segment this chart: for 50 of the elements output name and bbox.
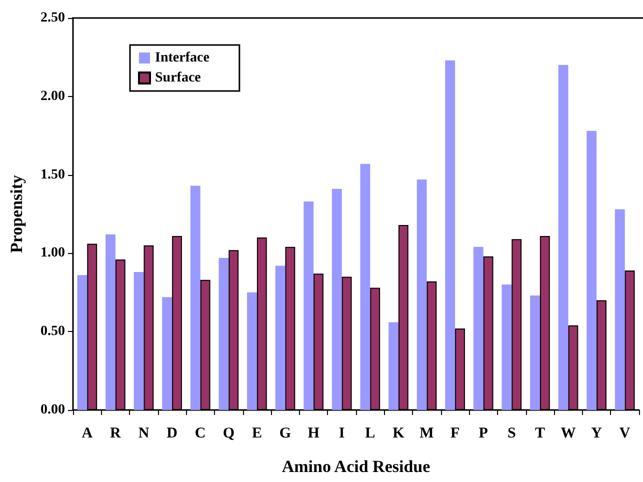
bar xyxy=(332,188,342,410)
bar xyxy=(162,297,172,410)
bar xyxy=(416,180,427,410)
bar xyxy=(77,275,88,410)
x-tick-label: I xyxy=(338,426,345,442)
y-tick-label: 2.50 xyxy=(40,10,65,26)
x-tick-label: T xyxy=(534,426,545,442)
y-tick-label: 0.00 xyxy=(40,402,65,418)
bar xyxy=(586,130,597,410)
bar xyxy=(247,292,257,410)
y-tick-label: 1.00 xyxy=(40,246,65,261)
y-axis-title: Propensity xyxy=(7,174,26,254)
x-tick-label: N xyxy=(138,426,150,442)
bar xyxy=(388,322,398,410)
x-tick-label: R xyxy=(110,426,122,442)
bar xyxy=(304,201,314,410)
x-tick-label: W xyxy=(560,426,576,442)
x-tick-label: K xyxy=(392,426,405,442)
bar xyxy=(134,272,144,410)
x-tick-label: D xyxy=(166,426,178,442)
bar xyxy=(275,266,286,410)
bar xyxy=(502,284,512,410)
y-tick-label: 0.50 xyxy=(40,324,65,340)
bar xyxy=(445,60,456,410)
x-axis-title: Amino Acid Residue xyxy=(282,457,431,476)
x-tick-label: G xyxy=(279,426,292,442)
bar xyxy=(106,234,116,410)
x-tick-label: H xyxy=(308,426,320,442)
x-tick-label: Y xyxy=(591,426,602,442)
x-tick-label: F xyxy=(450,426,460,442)
bar xyxy=(360,164,370,410)
x-tick-label: S xyxy=(507,426,516,442)
x-tick-label: P xyxy=(478,426,488,442)
legend-label: Surface xyxy=(155,70,201,86)
x-tick-label: L xyxy=(365,426,376,442)
bar xyxy=(473,246,484,410)
bar xyxy=(558,65,568,410)
x-tick-label: E xyxy=(252,426,262,442)
bar xyxy=(614,209,625,410)
legend-label: Interface xyxy=(155,50,210,66)
y-tick-label: 2.00 xyxy=(40,88,65,104)
bar xyxy=(218,258,229,410)
x-tick-label: A xyxy=(82,426,93,442)
bar xyxy=(190,186,200,410)
x-tick-label: M xyxy=(420,426,434,442)
x-tick-label: V xyxy=(619,426,630,442)
bar xyxy=(530,296,540,410)
y-tick-label: 1.50 xyxy=(40,167,65,182)
x-tick-label: C xyxy=(194,426,206,442)
x-tick-label: Q xyxy=(222,426,235,442)
